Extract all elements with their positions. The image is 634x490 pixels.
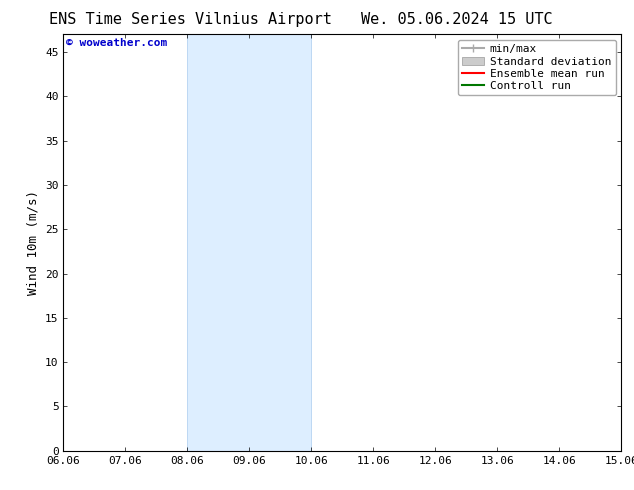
Text: We. 05.06.2024 15 UTC: We. 05.06.2024 15 UTC [361, 12, 552, 27]
Bar [188, 34, 311, 451]
Y-axis label: Wind 10m (m/s): Wind 10m (m/s) [27, 190, 39, 295]
Text: © woweather.com: © woweather.com [66, 38, 167, 49]
Legend: min/max, Standard deviation, Ensemble mean run, Controll run: min/max, Standard deviation, Ensemble me… [458, 40, 616, 96]
Text: ENS Time Series Vilnius Airport: ENS Time Series Vilnius Airport [49, 12, 332, 27]
Bar [621, 34, 634, 451]
